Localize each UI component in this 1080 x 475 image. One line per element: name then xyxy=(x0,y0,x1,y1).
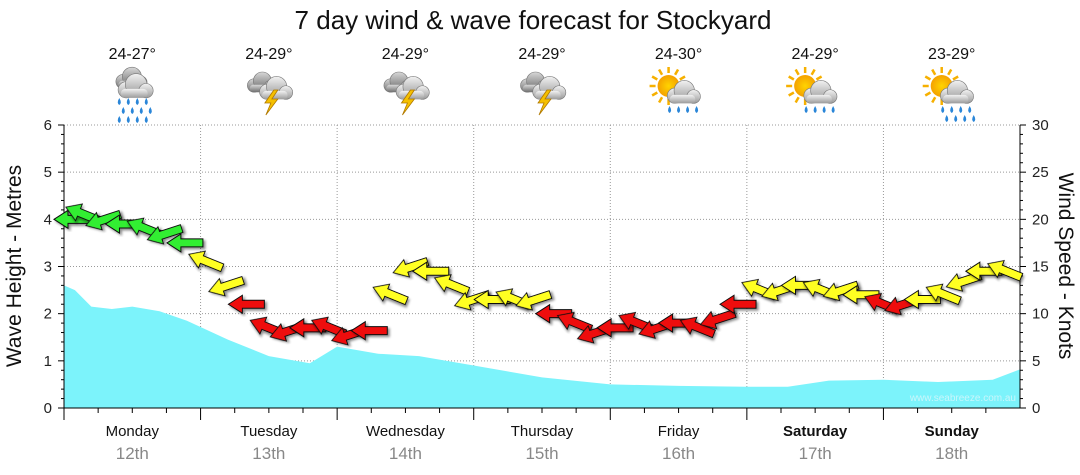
sun-cloud-shower-icon xyxy=(649,67,701,113)
left-tick-label: 1 xyxy=(44,353,52,370)
wind-arrow-yellow xyxy=(392,257,430,278)
wind-arrow-yellow xyxy=(515,290,553,311)
temperature-range: 24-29° xyxy=(382,46,429,63)
day-name: Sunday xyxy=(925,423,980,440)
wave-height-area xyxy=(64,285,1020,408)
wind-arrow-layer xyxy=(53,203,1024,346)
right-tick-label: 15 xyxy=(1032,259,1049,276)
day-name: Tuesday xyxy=(240,423,297,440)
wind-arrow-red xyxy=(227,294,265,315)
sun-cloud-shower-icon xyxy=(786,67,838,113)
left-axis-label: Wave Height - Metres xyxy=(3,165,26,367)
day-name: Saturday xyxy=(783,423,848,440)
left-tick-label: 4 xyxy=(44,211,52,228)
rain-cloud-icon xyxy=(115,66,154,123)
day-name: Wednesday xyxy=(366,423,445,440)
wind-arrow-yellow xyxy=(372,283,409,306)
right-tick-label: 20 xyxy=(1032,211,1049,228)
left-tick-label: 5 xyxy=(44,164,52,181)
day-date: 12th xyxy=(116,444,149,463)
thunderstorm-icon xyxy=(247,71,294,116)
day-name: Thursday xyxy=(511,423,574,440)
right-tick-label: 0 xyxy=(1032,400,1040,417)
day-name: Monday xyxy=(106,423,160,440)
left-tick-label: 2 xyxy=(44,306,52,323)
wind-arrow-red xyxy=(699,309,737,330)
temperature-range: 24-29° xyxy=(518,46,565,63)
right-tick-label: 10 xyxy=(1032,306,1049,323)
day-date: 18th xyxy=(935,444,968,463)
wind-arrow-yellow xyxy=(207,275,245,297)
wind-arrow-yellow xyxy=(925,283,962,306)
left-tick-label: 6 xyxy=(44,117,52,134)
chart-title: 7 day wind & wave forecast for Stockyard xyxy=(295,5,772,35)
wind-arrow-yellow xyxy=(433,274,471,296)
wind-arrow-green xyxy=(165,233,204,253)
temperature-range: 24-27° xyxy=(109,46,156,63)
wind-arrow-yellow xyxy=(903,289,941,310)
day-date: 17th xyxy=(799,444,832,463)
wind-arrow-red xyxy=(679,316,717,339)
left-tick-label: 3 xyxy=(44,259,52,276)
wind-arrow-yellow xyxy=(822,280,860,302)
thunderstorm-icon xyxy=(520,71,567,116)
day-headers: 24-27° Monday 12th 24-29° Tuesday 13th 24-29° W… xyxy=(106,46,980,463)
grid xyxy=(64,124,1021,409)
temperature-range: 24-29° xyxy=(245,46,292,63)
thunderstorm-icon xyxy=(383,71,430,116)
day-date: 16th xyxy=(662,444,695,463)
wind-arrow-yellow xyxy=(986,259,1024,282)
right-axis-label: Wind Speed - Knots xyxy=(1054,173,1077,360)
left-tick-label: 0 xyxy=(44,400,52,417)
wind-arrow-green xyxy=(146,224,184,245)
day-date: 14th xyxy=(389,444,422,463)
right-tick-label: 30 xyxy=(1032,117,1049,134)
wind-arrow-yellow xyxy=(187,250,225,273)
wind-arrow-red xyxy=(719,294,757,315)
watermark-text: www.seabreeze.com.au xyxy=(909,393,1016,404)
wind-arrow-yellow xyxy=(411,261,450,282)
temperature-range: 24-29° xyxy=(791,46,838,63)
day-date: 13th xyxy=(252,444,285,463)
axes xyxy=(58,124,1026,420)
wind-arrow-green xyxy=(85,209,123,231)
wind-arrow-red xyxy=(556,311,594,334)
wave-area-layer xyxy=(64,285,1020,408)
wind-arrow-red xyxy=(350,320,388,341)
day-name: Friday xyxy=(658,423,700,440)
temperature-range: 24-30° xyxy=(655,46,702,63)
right-tick-label: 5 xyxy=(1032,353,1040,370)
sun-cloud-rain-icon xyxy=(922,67,976,122)
wind-arrow-red xyxy=(596,317,634,338)
tick-labels: 0 1 2 3 4 5 6 0 5 10 15 20 25 30 xyxy=(44,117,1049,417)
day-date: 15th xyxy=(525,444,558,463)
temperature-range: 23-29° xyxy=(928,46,975,63)
right-tick-label: 25 xyxy=(1032,164,1049,181)
